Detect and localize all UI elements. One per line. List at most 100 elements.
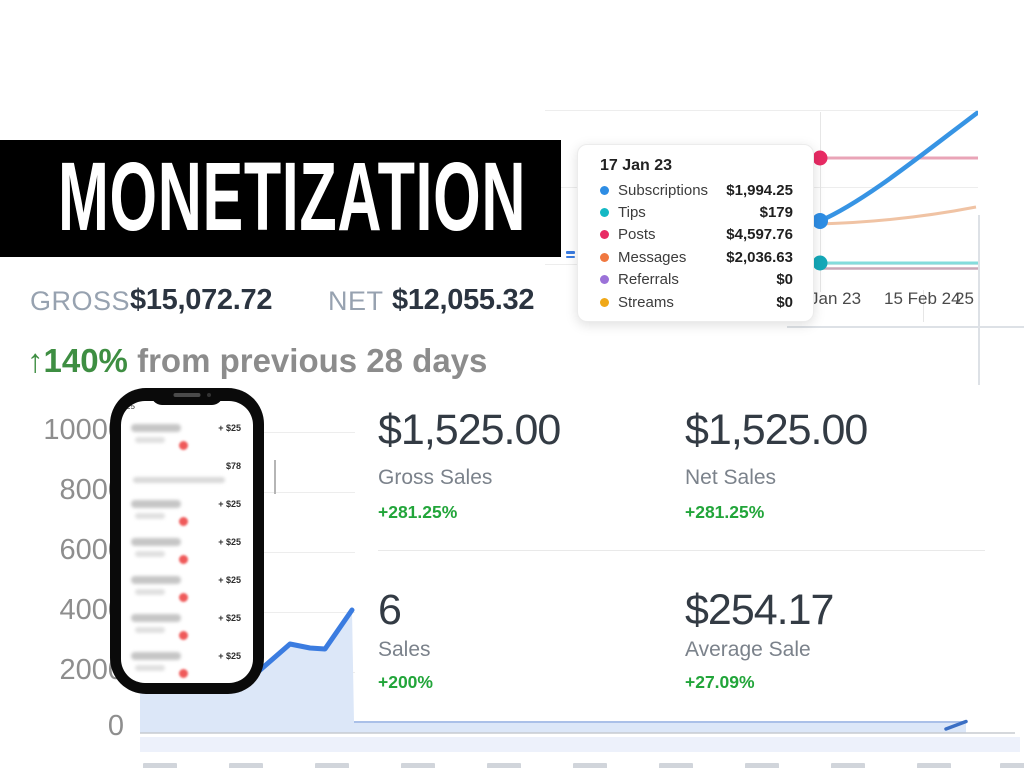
chart-fragment-icon — [566, 251, 575, 260]
referrals-dot-icon — [600, 275, 609, 285]
blurred-detail — [135, 437, 165, 443]
tips-dot-icon — [600, 208, 609, 218]
net-label: NET — [328, 286, 384, 316]
y-tick-8000: 8000 — [59, 474, 124, 506]
tooltip-value: $4,597.76 — [726, 226, 793, 244]
notification-dot-icon — [179, 441, 188, 450]
transaction-amount: $78 — [225, 461, 241, 471]
blurred-detail — [135, 627, 165, 633]
blurred-name — [131, 614, 181, 622]
tooltip-value: $0 — [776, 293, 793, 311]
sales-count-label: Sales — [378, 638, 431, 661]
tooltip-row: Referrals $0 — [600, 269, 793, 291]
tooltip-value: $179 — [759, 204, 793, 222]
blurred-name — [131, 424, 181, 432]
chart-gridline — [545, 110, 978, 111]
trend-text: from previous 28 days — [127, 342, 488, 379]
phone-mockup: 25 + $25 $78 + $25 — [110, 388, 264, 694]
clipped-x-label — [401, 763, 435, 768]
transaction-amount: + $25 — [218, 613, 241, 623]
transaction-row[interactable]: $78 — [131, 459, 245, 497]
x-tick-15feb24: 15 Feb 24 — [884, 289, 961, 308]
y-tick-0: 0 — [107, 710, 124, 742]
notification-dot-icon — [179, 631, 188, 640]
tooltip-value: $1,994.25 — [726, 181, 793, 199]
fragment-edge — [787, 326, 1024, 328]
trend-percent: 140% — [43, 342, 128, 379]
transaction-row[interactable]: + $25 — [131, 421, 245, 459]
tooltip-row: Subscriptions $1,994.25 — [600, 179, 793, 201]
clipped-x-label — [831, 763, 865, 768]
tooltip-label: Referrals — [618, 271, 679, 289]
tooltip-value: $2,036.63 — [726, 248, 793, 266]
blurred-name — [131, 500, 181, 508]
transaction-row[interactable]: + $25 — [131, 611, 245, 649]
transaction-row[interactable]: + $25 — [131, 497, 245, 535]
transaction-row[interactable]: + $25 — [131, 573, 245, 611]
messages-dot-icon — [600, 252, 609, 262]
fragment-edge — [978, 215, 980, 385]
clipped-x-label — [1000, 763, 1024, 768]
transaction-amount: + $25 — [218, 575, 241, 585]
chart-tooltip: 17 Jan 23 Subscriptions $1,994.25 Tips $… — [577, 144, 814, 322]
phone-screen: 25 + $25 $78 + $25 — [121, 401, 253, 683]
phone-speaker-icon — [173, 393, 201, 397]
blurred-detail — [135, 551, 165, 557]
gross-sales-label: Gross Sales — [378, 466, 493, 489]
stats-panel: $1,525.00 Gross Sales +281.25% $1,525.00… — [355, 390, 1013, 718]
clipped-x-label — [229, 763, 263, 768]
tooltip-row: Posts $4,597.76 — [600, 224, 793, 246]
y-tick-10000: 10000 — [43, 414, 124, 446]
notification-dot-icon — [179, 517, 188, 526]
tooltip-label: Posts — [618, 226, 656, 244]
phone-notch — [151, 388, 223, 405]
gross-sales-change: +281.25% — [378, 502, 458, 522]
net-value: $12,055.32 — [392, 284, 535, 316]
posts-point[interactable] — [812, 150, 828, 166]
gross-sales-value: $1,525.00 — [378, 406, 561, 454]
earnings-line-chart[interactable] — [545, 100, 978, 300]
average-sale-label: Average Sale — [685, 638, 811, 661]
notification-dot-icon — [179, 669, 188, 678]
page-title: MONETIZATION — [58, 142, 527, 251]
blurred-name — [131, 538, 181, 546]
tips-point[interactable] — [812, 255, 828, 271]
sales-area-chart[interactable] — [140, 600, 1020, 768]
blurred-name — [131, 576, 181, 584]
tooltip-label: Tips — [618, 204, 646, 222]
tooltip-row: Tips $179 — [600, 201, 793, 223]
tooltip-value: $0 — [776, 271, 793, 289]
gross-value: $15,072.72 — [130, 284, 273, 316]
hidden-element-edge — [274, 460, 276, 494]
notification-dot-icon — [179, 555, 188, 564]
subscriptions-point[interactable] — [812, 213, 828, 229]
x-tick-jan23: Jan 23 — [810, 289, 862, 308]
clipped-x-label — [487, 763, 521, 768]
net-sales-change: +281.25% — [685, 502, 765, 522]
tooltip-label: Subscriptions — [618, 181, 709, 199]
transaction-row[interactable]: + $25 — [131, 649, 245, 683]
trend-arrow-icon: ↑ — [27, 342, 44, 379]
clipped-x-label — [573, 763, 607, 768]
sales-count-change: +200% — [378, 672, 433, 692]
gross-label: GROSS — [30, 286, 131, 316]
subscriptions-dot-icon — [600, 185, 609, 195]
net-sales-value: $1,525.00 — [685, 406, 868, 454]
tooltip-label: Messages — [618, 248, 687, 266]
clipped-x-label — [659, 763, 693, 768]
blurred-name — [131, 652, 181, 660]
blurred-detail — [135, 665, 165, 671]
banner: MONETIZATION — [0, 140, 561, 257]
transaction-row[interactable]: + $25 — [131, 535, 245, 573]
phone-status-text: 25 — [126, 402, 135, 411]
net-sales-label: Net Sales — [685, 466, 777, 489]
blurred-detail — [135, 589, 165, 595]
chart-gridline — [820, 112, 821, 292]
transaction-list[interactable]: + $25 $78 + $25 + $25 — [131, 421, 245, 683]
y-tick-4000: 4000 — [59, 594, 124, 626]
tooltip-row: Streams $0 — [600, 291, 793, 313]
y-tick-6000: 6000 — [59, 534, 124, 566]
divider — [378, 550, 985, 551]
blurred-detail — [133, 477, 225, 483]
